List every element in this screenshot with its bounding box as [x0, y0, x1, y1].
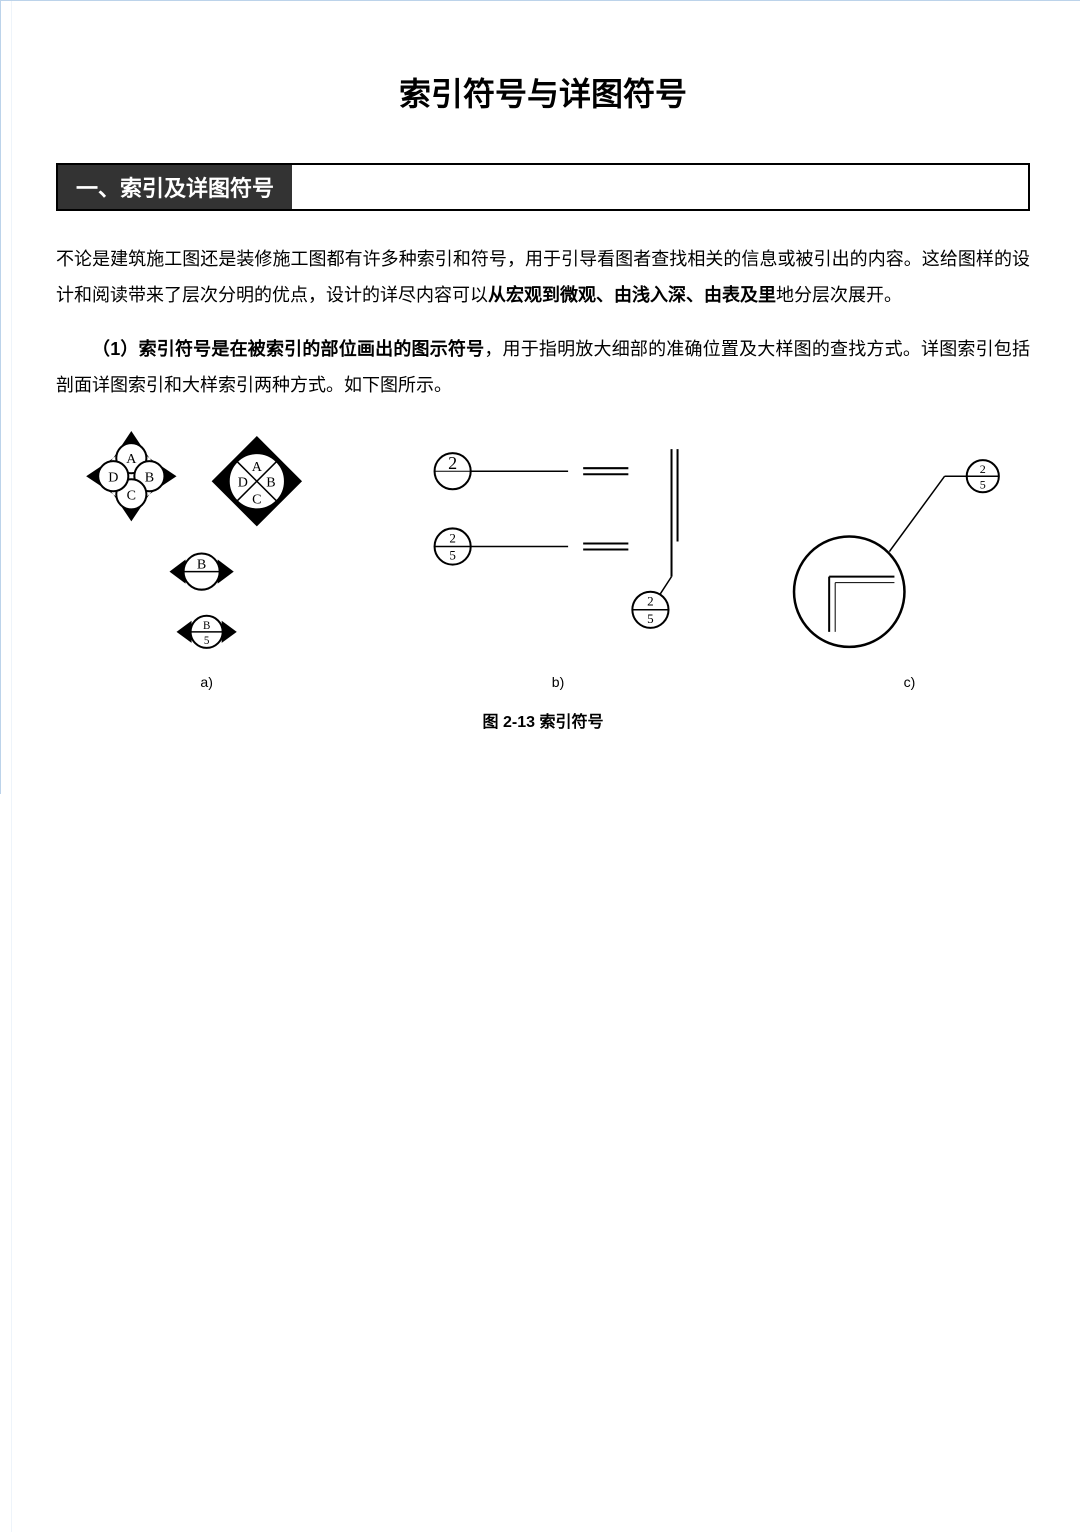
svg-text:C: C [127, 487, 136, 503]
para1-bold: 从宏观到微观、由浅入深、由表及里 [488, 285, 776, 305]
para1-post: 地分层次展开。 [776, 285, 902, 305]
svg-text:D: D [108, 469, 118, 485]
svg-text:C: C [252, 491, 261, 507]
svg-text:2: 2 [448, 453, 457, 473]
svg-text:A: A [252, 459, 263, 475]
section-heading-bar: 一、索引及详图符号 [56, 163, 1030, 211]
content-area: 索引符号与详图符号 一、索引及详图符号 不论是建筑施工图还是装修施工图都有许多种… [56, 29, 1030, 732]
document-page: 索引符号与详图符号 一、索引及详图符号 不论是建筑施工图还是装修施工图都有许多种… [0, 0, 1080, 794]
svg-text:B: B [197, 557, 206, 573]
svg-text:5: 5 [449, 548, 456, 563]
figure-group-c: 2 5 c) [794, 460, 999, 690]
svg-text:b): b) [552, 674, 565, 690]
figure-2-13: A B C D A B C D [56, 421, 1030, 732]
figure-caption: 图 2-13 索引符号 [56, 708, 1030, 732]
svg-text:a): a) [200, 674, 212, 690]
svg-text:B: B [145, 469, 154, 485]
para2-bold: （1）索引符号是在被索引的部位画出的图示符号 [92, 339, 484, 359]
svg-text:c): c) [904, 674, 916, 690]
svg-text:A: A [126, 451, 137, 467]
svg-text:5: 5 [980, 477, 986, 491]
svg-text:2: 2 [449, 530, 456, 545]
svg-text:D: D [238, 474, 248, 490]
svg-text:5: 5 [647, 611, 654, 626]
section-heading-text: 一、索引及详图符号 [58, 165, 292, 209]
paragraph-1: 不论是建筑施工图还是装修施工图都有许多种索引和符号，用于引导看图者查找相关的信息… [56, 241, 1030, 313]
svg-text:B: B [203, 620, 210, 632]
page-title: 索引符号与详图符号 [56, 69, 1030, 115]
svg-text:2: 2 [980, 462, 986, 476]
figure-group-a: A B C D A B C D [86, 431, 302, 690]
svg-text:B: B [266, 474, 275, 490]
svg-text:2: 2 [647, 594, 654, 609]
figure-group-b: 2 2 5 [435, 449, 678, 690]
paragraph-2: （1）索引符号是在被索引的部位画出的图示符号，用于指明放大细部的准确位置及大样图… [56, 331, 1030, 403]
svg-text:5: 5 [204, 635, 210, 647]
